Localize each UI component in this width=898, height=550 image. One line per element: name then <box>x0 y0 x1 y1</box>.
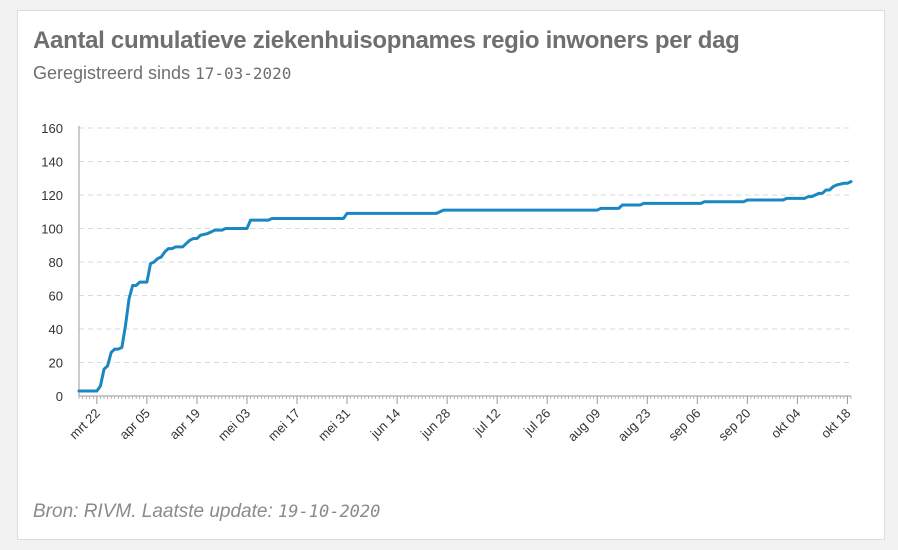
x-tick-label: sep 20 <box>715 406 753 444</box>
x-tick-label: mrt 22 <box>66 406 103 443</box>
y-tick-label: 60 <box>49 289 63 304</box>
x-tick-label: aug 23 <box>615 406 654 445</box>
series-line <box>77 180 853 393</box>
line-chart: 0 20 40 60 80 100 120 140 160 mrt 22 apr 05 apr 19… <box>41 121 853 445</box>
axes <box>78 126 852 404</box>
x-tick-label: sep 06 <box>665 406 703 444</box>
x-tick-label: okt 04 <box>768 406 804 442</box>
y-tick-label: 20 <box>49 356 63 371</box>
y-tick-labels: 0 20 40 60 80 100 120 140 160 <box>41 121 63 404</box>
subtitle-date: 17-03-2020 <box>195 64 292 83</box>
y-tick-label: 40 <box>49 322 63 337</box>
x-tick-labels: mrt 22 apr 05 apr 19 mei 03 mei 17 mei 31 jun … <box>66 406 853 445</box>
y-tick-label: 100 <box>41 222 63 237</box>
source-note: Bron: RIVM. Laatste update: 19-10-2020 <box>33 501 380 523</box>
y-tick-label: 120 <box>41 188 63 203</box>
source-prefix: Bron: RIVM. Laatste update: <box>33 501 273 522</box>
x-tick-label: apr 05 <box>116 406 153 443</box>
x-tick-label: jun 14 <box>367 406 403 442</box>
x-tick-label: jul 12 <box>470 406 503 439</box>
x-tick-label: mei 17 <box>265 406 303 444</box>
x-tick-label: mei 03 <box>215 406 253 444</box>
chart-subtitle: Geregistreerd sinds 17-03-2020 <box>33 63 291 84</box>
y-tick-label: 80 <box>49 255 63 270</box>
y-tick-label: 160 <box>41 121 63 136</box>
grid-lines <box>79 127 851 363</box>
chart-card: Aantal cumulatieve ziekenhuisopnames reg… <box>17 10 885 540</box>
subtitle-prefix: Geregistreerd sinds <box>33 63 191 83</box>
x-tick-label: apr 19 <box>166 406 203 443</box>
chart-title: Aantal cumulatieve ziekenhuisopnames reg… <box>33 27 740 54</box>
x-tick-label: okt 18 <box>818 406 854 442</box>
x-tick-label: jul 26 <box>520 406 553 439</box>
x-tick-label: mei 31 <box>315 406 353 444</box>
source-date: 19-10-2020 <box>278 502 381 522</box>
y-tick-label: 0 <box>56 389 63 404</box>
x-tick-label: aug 09 <box>565 406 604 445</box>
x-tick-label: jun 28 <box>417 406 453 442</box>
y-tick-label: 140 <box>41 155 63 170</box>
series-layer <box>77 180 853 393</box>
